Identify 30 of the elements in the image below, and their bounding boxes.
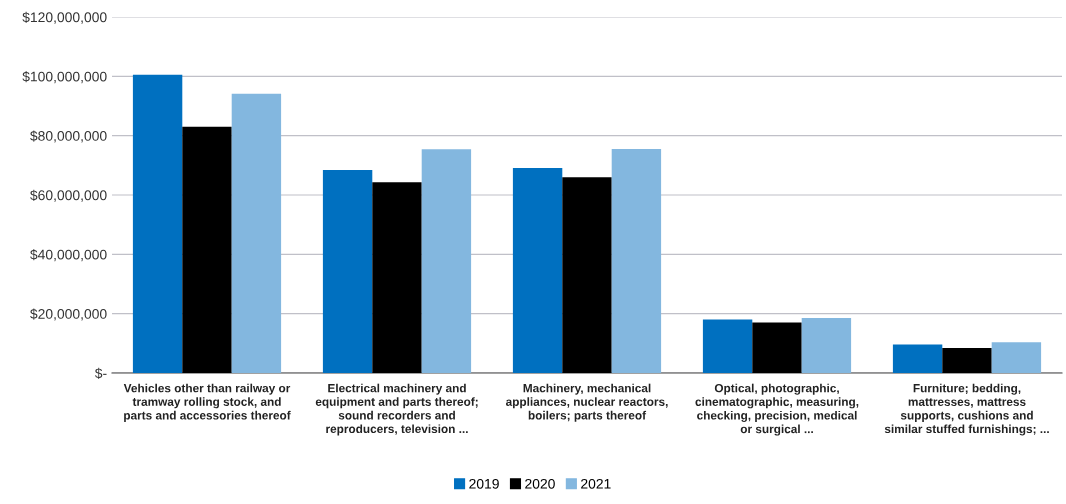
bar <box>702 319 753 373</box>
y-tick-label: $80,000,000 <box>30 130 107 143</box>
bar <box>132 74 183 373</box>
x-tick-label: Vehicles other than railway or tramway rolling stock, and parts and accessories thereof <box>123 383 291 422</box>
bar <box>991 342 1042 373</box>
x-tick-label: Furniture; bedding, mattresses, mattress supports, cushions and similar stuffed furnishings; ... <box>884 383 1049 436</box>
bar <box>231 93 282 373</box>
legend-label: 2020 <box>525 478 555 489</box>
y-tick-label: $60,000,000 <box>30 189 107 202</box>
bar <box>322 170 373 373</box>
bar <box>892 344 943 373</box>
bar <box>512 168 563 373</box>
bar <box>752 322 802 373</box>
x-tick-label: Electrical machinery and equipment and parts thereof; sound recorders and reproducers, television ... <box>315 383 478 436</box>
y-tick-label: $20,000,000 <box>30 308 107 321</box>
bar <box>372 182 422 373</box>
y-tick-label: $40,000,000 <box>30 249 107 262</box>
bar <box>562 177 612 373</box>
legend-label: 2019 <box>469 478 499 489</box>
bar <box>611 149 662 373</box>
bar <box>801 318 852 373</box>
y-tick-label: $- <box>94 367 107 379</box>
bar <box>421 149 472 373</box>
bar <box>182 126 232 373</box>
bar <box>942 348 992 373</box>
y-tick-label: $100,000,000 <box>22 71 107 84</box>
y-tick-label: $120,000,000 <box>22 11 107 24</box>
x-tick-label: Machinery, mechanical appliances, nuclear reactors, boilers; parts thereof <box>505 383 668 422</box>
legend-label: 2021 <box>581 478 611 489</box>
x-tick-label: Optical, photographic, cinematographic, measuring, checking, precision, medical or surgical ... <box>695 383 859 436</box>
